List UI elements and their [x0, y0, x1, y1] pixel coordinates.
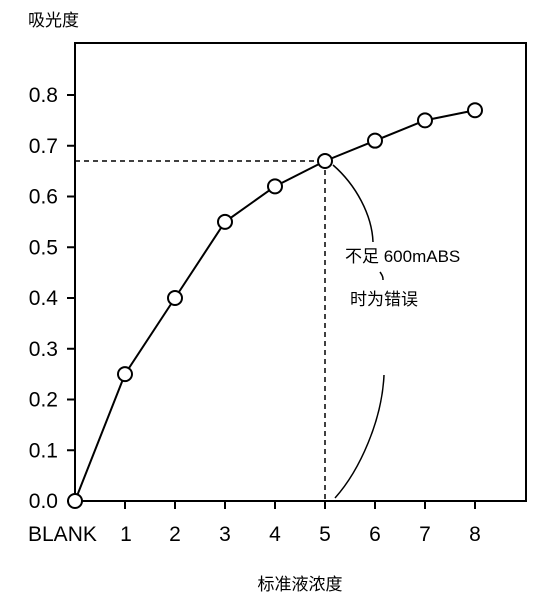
data-point — [217, 213, 233, 230]
x-tick-label: 7 — [419, 523, 431, 546]
y-tick-label: 0.8 — [29, 84, 58, 107]
x-tick-label: 1 — [120, 523, 132, 546]
annotation-curve-upper — [332, 164, 374, 243]
data-point — [417, 112, 433, 129]
x-tick-label: 6 — [369, 523, 381, 546]
x-tick-label: 8 — [469, 523, 481, 546]
x-ticks: BLANK 1 2 3 4 5 6 7 8 — [28, 501, 481, 546]
y-tick-label: 0.3 — [29, 338, 58, 361]
data-points — [67, 102, 483, 509]
annotation-curve-lower — [334, 374, 385, 499]
annotation-curve-tick — [379, 271, 384, 281]
x-tick-label: 5 — [319, 523, 331, 546]
reference-lines — [75, 160, 326, 501]
y-axis-label: 吸光度 — [28, 11, 79, 31]
data-point — [367, 132, 383, 149]
y-tick-label: 0.6 — [29, 186, 58, 209]
x-tick-label: BLANK — [28, 523, 97, 546]
data-point — [267, 178, 283, 195]
x-tick-label: 4 — [269, 523, 281, 546]
y-ticks: 0.0 0.1 0.2 0.3 0.4 0.5 0.6 0.7 0.8 — [29, 84, 75, 513]
plot-frame — [74, 42, 527, 502]
data-point — [317, 152, 333, 169]
y-tick-label: 0.7 — [29, 135, 58, 158]
y-tick-label: 0.2 — [29, 389, 58, 412]
y-tick-label: 0.0 — [29, 490, 58, 513]
annotation-line-1: 不足 600mABS — [345, 247, 460, 266]
y-tick-label: 0.1 — [29, 439, 58, 462]
y-tick-label: 0.4 — [29, 287, 59, 310]
data-point — [117, 366, 133, 383]
x-tick-label: 2 — [169, 523, 181, 546]
y-tick-label: 0.5 — [29, 236, 58, 259]
x-tick-label: 3 — [219, 523, 231, 546]
data-point — [167, 290, 183, 306]
data-point — [67, 493, 83, 509]
annotation-line-2: 时为错误 — [350, 290, 418, 309]
x-axis-label: 标准液浓度 — [258, 575, 343, 595]
data-point — [467, 102, 483, 119]
